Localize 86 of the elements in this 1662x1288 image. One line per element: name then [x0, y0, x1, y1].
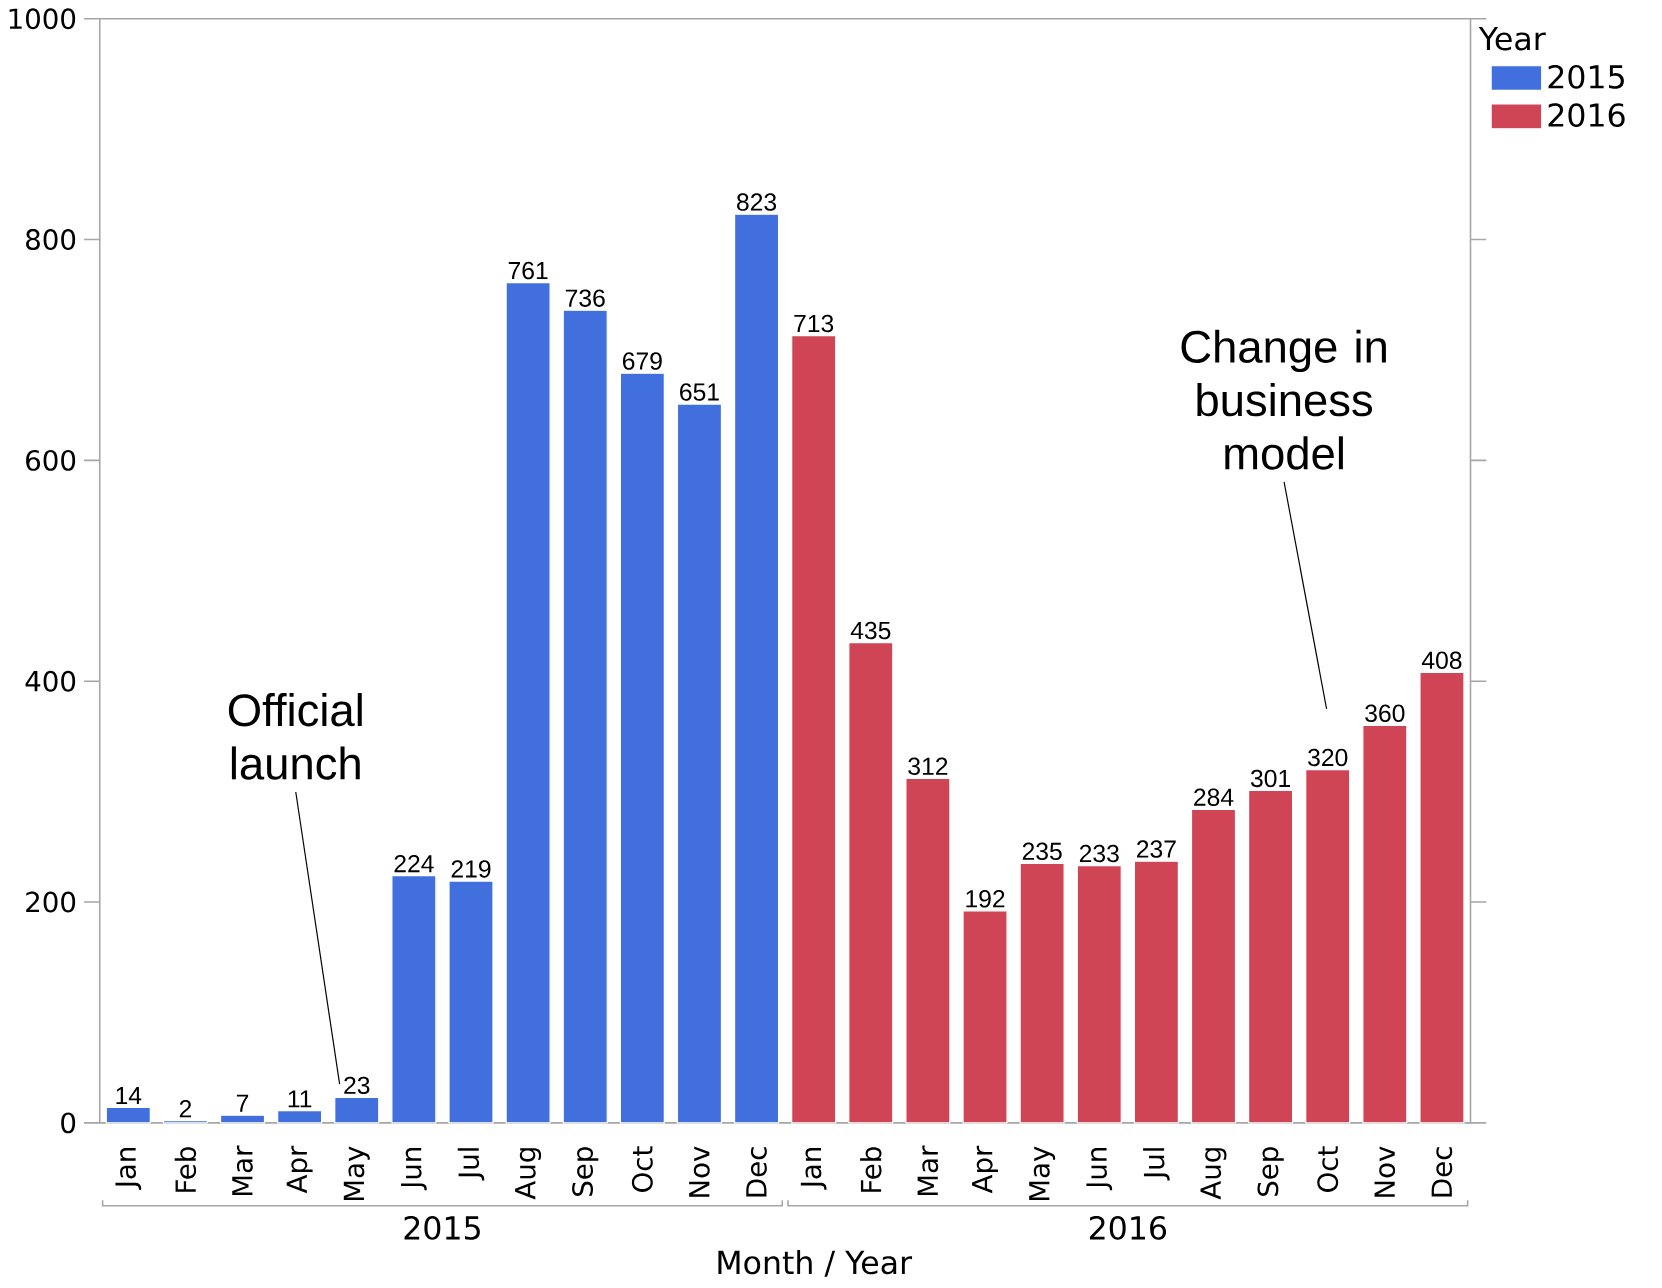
data-label: 23 [344, 1076, 370, 1095]
data-label: 233 [1079, 844, 1119, 863]
x-tick-label: May [343, 1146, 370, 1201]
x-tick-label: Feb [174, 1147, 197, 1192]
x-tick-label: Sep [572, 1147, 599, 1197]
bar [448, 880, 494, 1124]
x-tick-label: Jan [800, 1148, 827, 1190]
bar [277, 1110, 323, 1124]
x-tick-label: Aug [515, 1148, 542, 1200]
x-tick-label: Jul [457, 1148, 485, 1181]
bar [105, 1106, 151, 1124]
data-label: 408 [1421, 651, 1462, 670]
data-label: 7 [236, 1094, 249, 1112]
x-tick-label: Jun [401, 1148, 427, 1191]
bar [391, 875, 437, 1124]
x-tick-label: Apr [286, 1145, 313, 1194]
data-label: 823 [737, 193, 777, 211]
bar [1190, 808, 1237, 1124]
bar [962, 910, 1008, 1124]
data-label: 219 [451, 860, 491, 878]
data-label: 237 [1137, 840, 1176, 858]
data-label: 360 [1365, 704, 1405, 723]
data-label: 312 [908, 757, 948, 776]
x-tick-label: Jun [1086, 1148, 1113, 1191]
bar [1305, 769, 1351, 1124]
bar [1076, 865, 1122, 1124]
text: 2015 [404, 1216, 480, 1240]
data-label: 284 [1194, 788, 1234, 807]
x-tick-label: Dec [1431, 1147, 1453, 1197]
y-tick-label: 200 [26, 891, 76, 913]
y-tick-label: 1000 [9, 8, 76, 30]
data-label: 235 [1022, 842, 1062, 861]
data-label: 736 [565, 289, 605, 307]
bar [505, 282, 551, 1124]
legend-label: 2016 [1548, 103, 1625, 128]
bar [676, 403, 723, 1124]
bar [1133, 860, 1179, 1124]
data-label: 2 [179, 1100, 192, 1118]
annotation: Official launch [228, 693, 362, 780]
x-tick-label: Oct [1317, 1146, 1339, 1192]
x-tick-label: Apr [972, 1145, 998, 1194]
x-tick-label: Dec [746, 1147, 767, 1197]
bar [905, 777, 951, 1124]
data-label: 224 [394, 855, 434, 873]
data-label: 761 [508, 261, 548, 280]
x-tick-label: Sep [1257, 1147, 1284, 1197]
bar [791, 335, 837, 1124]
bar [619, 372, 665, 1124]
data-label: 435 [850, 621, 891, 640]
x-tick-label: Mar [917, 1145, 939, 1196]
x-tick-label: Jan [115, 1148, 142, 1190]
x-tick-label: Aug [1200, 1148, 1227, 1200]
data-label: 320 [1308, 748, 1348, 767]
bar [219, 1114, 266, 1124]
bar [334, 1096, 380, 1124]
bar [1419, 671, 1465, 1124]
x-tick-label: Mar [232, 1145, 253, 1196]
y-tick-label: 400 [25, 670, 76, 692]
x-tick-label: Feb [860, 1147, 882, 1192]
bar [162, 1120, 209, 1124]
x-tick-label: Jul [1143, 1148, 1170, 1181]
data-label: 651 [680, 383, 719, 401]
legend-title: Year [1478, 27, 1546, 51]
annotation: Change in business model [1181, 329, 1386, 470]
data-label: 14 [116, 1087, 142, 1105]
bar [1362, 724, 1408, 1124]
y-tick-label: 600 [26, 450, 76, 471]
data-label: 301 [1250, 769, 1290, 788]
bar [733, 213, 780, 1124]
data-label: 713 [794, 314, 834, 333]
bar [848, 642, 894, 1124]
bar [562, 309, 608, 1124]
x-tick-label: Oct [631, 1146, 653, 1192]
y-tick-label: 0 [61, 1112, 76, 1134]
bar [1019, 862, 1065, 1124]
data-label: 192 [966, 890, 1005, 908]
x-tick-label: Nov [689, 1146, 710, 1197]
x-tick-label: Nov [1374, 1146, 1396, 1197]
y-tick-label: 800 [26, 229, 76, 251]
bar [1248, 790, 1294, 1124]
text: 2016 [1089, 1216, 1167, 1240]
x-axis-title: Month / Year [718, 1250, 913, 1277]
data-label: 679 [622, 352, 662, 370]
data-label: 11 [288, 1090, 312, 1108]
legend-label: 2015 [1548, 65, 1624, 89]
x-tick-label: May [1029, 1146, 1056, 1201]
